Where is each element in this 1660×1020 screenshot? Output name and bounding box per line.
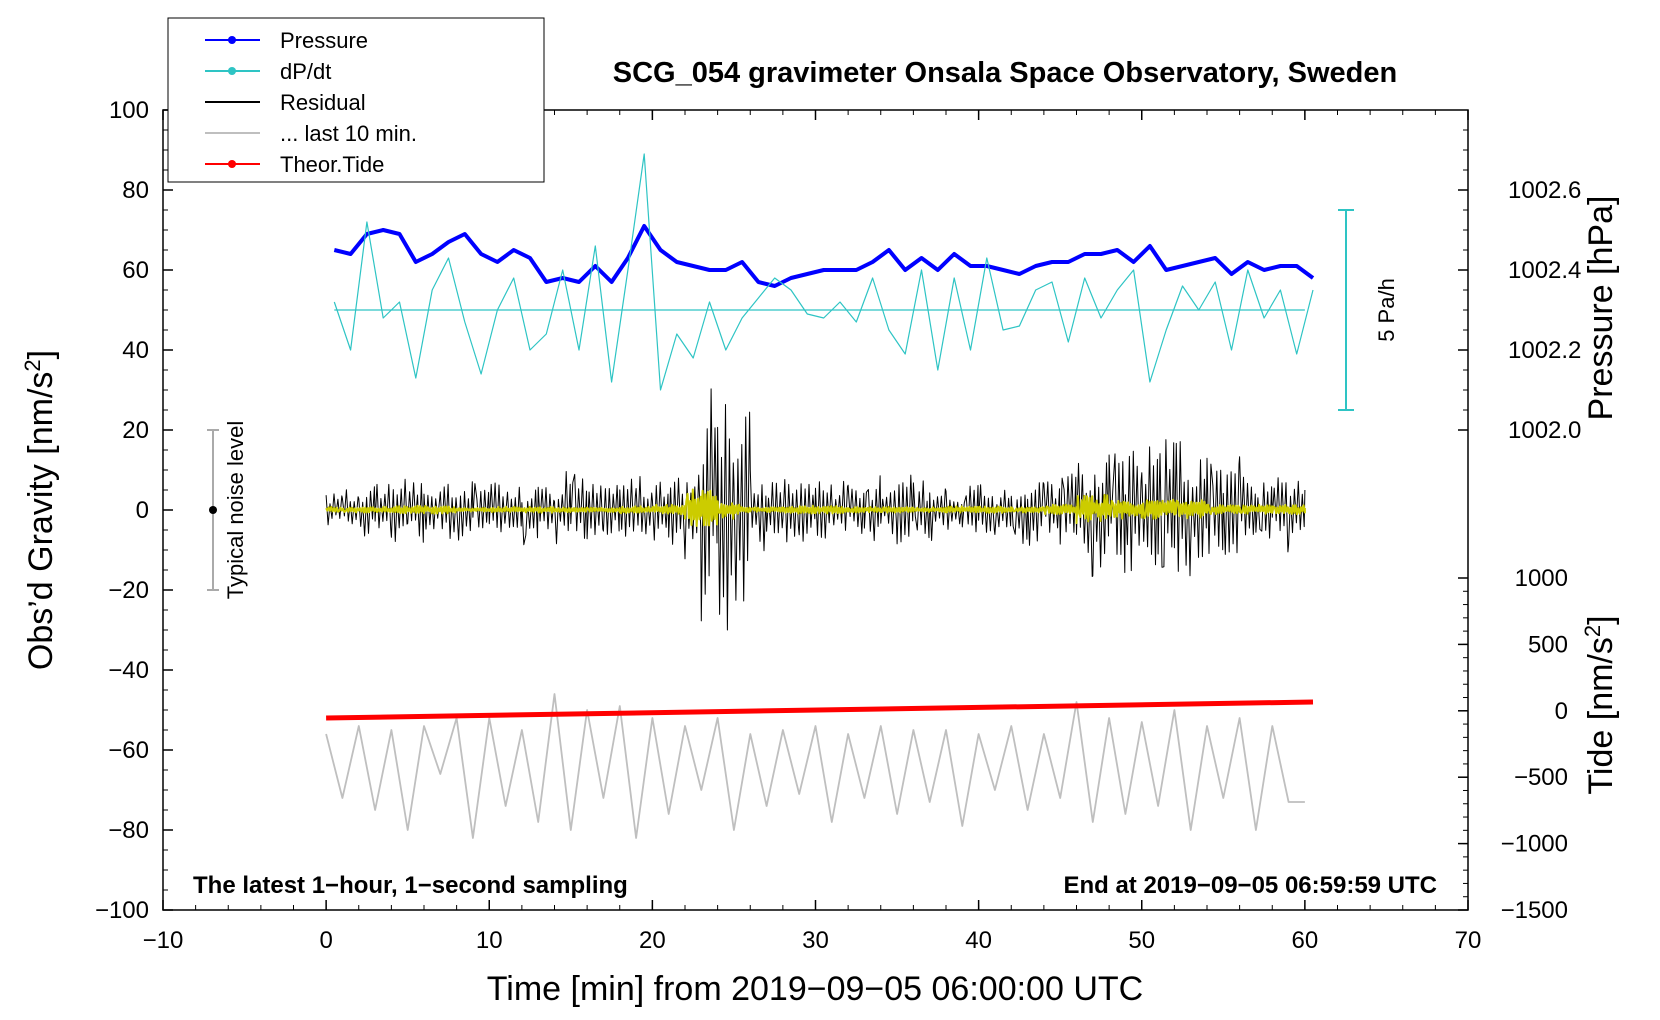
pressure-tick-label: 1002.0 bbox=[1508, 417, 1581, 444]
y-tick-label: 20 bbox=[122, 417, 149, 444]
y-axis-title-main: Obs’d Gravity [nm/s bbox=[22, 372, 60, 671]
y-tick-label: 0 bbox=[136, 497, 149, 524]
footer-left-label: The latest 1−hour, 1−second sampling bbox=[193, 872, 628, 899]
y-tick-label: −80 bbox=[108, 817, 149, 844]
legend-items: Pressure dP/dt Residual ... last 10 min. The… bbox=[205, 28, 417, 177]
series-last-10-min bbox=[325, 693, 1305, 839]
tide-tick-label: −1000 bbox=[1501, 831, 1568, 858]
y-tick-label: −100 bbox=[95, 897, 149, 924]
legend-marker bbox=[228, 36, 236, 44]
y-tick-label: 100 bbox=[109, 97, 149, 124]
legend-box bbox=[167, 17, 545, 183]
x-tick-label: 60 bbox=[1292, 927, 1319, 954]
tide-tick-label: 500 bbox=[1528, 631, 1568, 658]
x-tick-label: 20 bbox=[639, 927, 666, 954]
y-tick-label: −60 bbox=[108, 737, 149, 764]
tide-axis-title: Tide [nm/s2] bbox=[1580, 615, 1620, 794]
pressure-tick-label: 1002.6 bbox=[1508, 177, 1581, 204]
legend-label: Theor.Tide bbox=[280, 152, 384, 177]
tide-tick-label: −1500 bbox=[1501, 897, 1568, 924]
footer-right-label: End at 2019−09−05 06:59:59 UTC bbox=[1063, 872, 1437, 899]
y-axis-ticks: −100 −80 −60 −40 −20 0 20 40 60 80 100 bbox=[95, 97, 173, 924]
legend-label: Residual bbox=[280, 90, 366, 115]
x-axis-title: Time [min] from 2019−09−05 06:00:00 UTC bbox=[487, 970, 1143, 1008]
y-tick-label: 80 bbox=[122, 177, 149, 204]
tide-axis-ticks: −1500 −1000 −500 0 500 1000 bbox=[1458, 565, 1568, 924]
pressure-axis-ticks: 1002.0 1002.2 1002.4 1002.6 bbox=[1458, 109, 1581, 444]
tide-tick-label: −500 bbox=[1514, 764, 1568, 791]
x-tick-label: 70 bbox=[1455, 927, 1482, 954]
x-tick-label: 10 bbox=[476, 927, 503, 954]
tide-axis-title-end: ] bbox=[1582, 615, 1620, 624]
x-axis-ticks: −10 0 10 20 30 40 50 60 70 bbox=[143, 110, 1482, 954]
legend-label: Pressure bbox=[280, 28, 368, 53]
y-tick-label: −40 bbox=[108, 657, 149, 684]
x-tick-label: 40 bbox=[965, 927, 992, 954]
noise-bar-center bbox=[209, 506, 217, 514]
y-tick-label: −20 bbox=[108, 577, 149, 604]
chart-title: SCG_054 gravimeter Onsala Space Observat… bbox=[613, 57, 1397, 89]
tide-tick-label: 0 bbox=[1555, 698, 1568, 725]
x-tick-label: 0 bbox=[319, 927, 332, 954]
series-layer bbox=[325, 153, 1315, 839]
legend: Pressure dP/dt Residual ... last 10 min. The… bbox=[167, 17, 545, 183]
series-residual bbox=[325, 388, 1306, 631]
legend-marker bbox=[228, 67, 236, 75]
y-tick-label: 60 bbox=[122, 257, 149, 284]
y-tick-label: 40 bbox=[122, 337, 149, 364]
tide-tick-label: 1000 bbox=[1515, 565, 1568, 592]
x-tick-label: 30 bbox=[802, 927, 829, 954]
y-axis-title-end: ] bbox=[22, 350, 60, 359]
tide-axis-title-main: Tide [nm/s bbox=[1582, 637, 1620, 794]
y-axis-title-sup: 2 bbox=[20, 359, 45, 371]
x-tick-label: −10 bbox=[143, 927, 184, 954]
pressure-axis-title: Pressure [hPa] bbox=[1582, 196, 1620, 421]
pressure-tick-label: 1002.2 bbox=[1508, 337, 1581, 364]
noise-label: Typical noise level bbox=[223, 421, 248, 600]
legend-label: ... last 10 min. bbox=[280, 121, 417, 146]
rate-label: 5 Pa/h bbox=[1374, 278, 1399, 342]
legend-label: dP/dt bbox=[280, 59, 331, 84]
series-pressure bbox=[333, 224, 1315, 288]
tide-axis-title-sup: 2 bbox=[1580, 625, 1605, 637]
y-axis-title: Obs’d Gravity [nm/s2] bbox=[20, 350, 60, 670]
series-residual-smoothed bbox=[325, 488, 1306, 527]
pressure-tick-label: 1002.4 bbox=[1508, 257, 1581, 284]
series-theor-tide bbox=[326, 699, 1314, 721]
legend-marker bbox=[228, 160, 236, 168]
x-tick-label: 50 bbox=[1128, 927, 1155, 954]
